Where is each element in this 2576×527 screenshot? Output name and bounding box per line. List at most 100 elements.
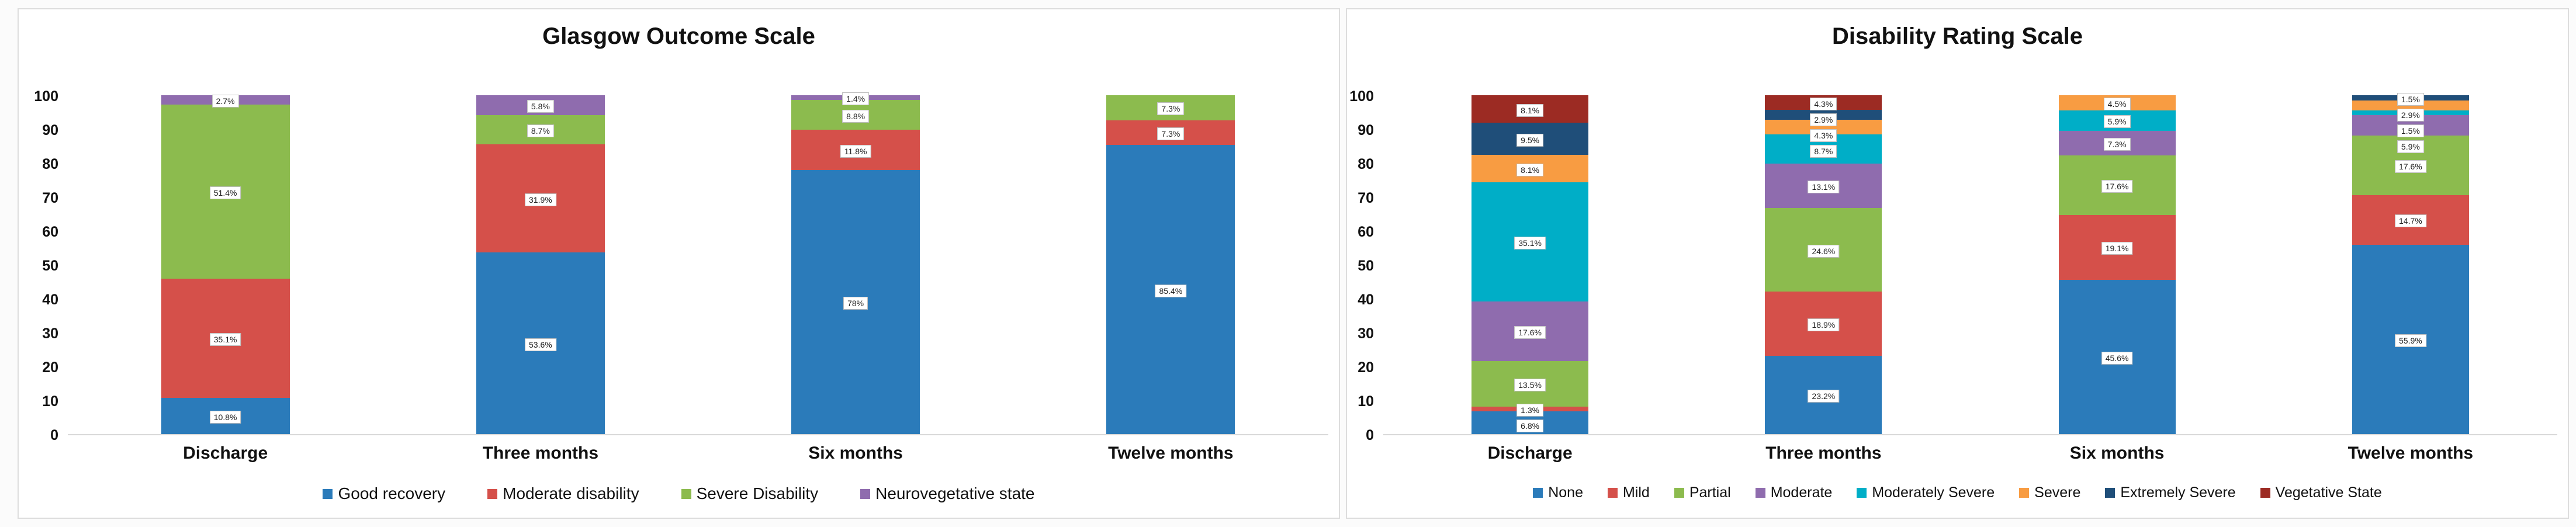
value-label: 35.1% <box>209 332 241 346</box>
value-label: 8.1% <box>1516 103 1544 117</box>
y-tick-label: 90 <box>1358 122 1374 139</box>
value-label: 7.3% <box>1157 127 1185 140</box>
chart-title: Disability Rating Scale <box>1831 23 2083 49</box>
value-label: 1.5% <box>2397 124 2424 137</box>
y-tick-label: 100 <box>1349 88 1374 105</box>
value-label: 53.6% <box>525 338 556 351</box>
y-tick-label: 20 <box>42 359 58 376</box>
legend-swatch <box>1533 488 1543 498</box>
y-tick-label: 70 <box>42 190 58 207</box>
value-label: 8.7% <box>527 124 554 138</box>
plot-area: 2.7% 51.4% 35.1% 10.8% 5.8% 8.7% 31.9% 53.6% 1.4… <box>68 92 1328 436</box>
bar-six-months: 4.5% 5.9% 7.3% 17.6% 19.1% 45.6% <box>2058 95 2176 435</box>
legend-item-severe: Severe <box>2019 484 2080 501</box>
y-tick-label: 40 <box>1358 292 1374 308</box>
value-label: 13.1% <box>1808 181 1840 194</box>
value-label: 18.9% <box>1808 318 1840 331</box>
value-label: 6.8% <box>1516 419 1544 432</box>
legend-swatch <box>323 488 333 499</box>
y-axis: 0 10 20 30 40 50 60 70 80 90 100 <box>1347 88 1383 443</box>
category-label-twelve-months: Twelve months <box>1108 443 1234 463</box>
legend-label: Severe Disability <box>696 484 819 503</box>
category-label-discharge: Discharge <box>183 443 268 463</box>
legend: Good recovery Moderate disability Severe D… <box>19 484 1339 503</box>
bar-discharge: 2.7% 51.4% 35.1% 10.8% <box>161 95 290 435</box>
value-label: 13.5% <box>1514 379 1546 392</box>
value-label: 8.7% <box>1810 144 1837 158</box>
legend-label: Moderate disability <box>503 484 639 503</box>
legend-swatch <box>2260 488 2270 498</box>
y-tick-label: 30 <box>1358 325 1374 342</box>
legend-label: Moderate <box>1770 484 1833 501</box>
y-tick-label: 10 <box>1358 393 1374 410</box>
y-tick-label: 50 <box>1358 258 1374 275</box>
value-label: 24.6% <box>1808 244 1840 258</box>
legend-swatch <box>1674 488 1684 498</box>
value-label: 8.8% <box>842 109 870 123</box>
bar-three-months: 4.3% 2.9% 4.3% 8.7% 13.1% 24.6% 18.9% 23.2% <box>1765 95 1882 435</box>
plot-area: 8.1% 9.5% 8.1% 35.1% 17.6% 13.5% 1.3% 6.8% 4.3% 2… <box>1383 92 2557 436</box>
y-tick-label: 0 <box>50 427 58 444</box>
legend-item-good-recovery: Good recovery <box>323 484 445 503</box>
y-tick-label: 70 <box>1358 190 1374 207</box>
value-label: 1.3% <box>1516 403 1544 417</box>
legend-label: None <box>1548 484 1583 501</box>
value-label: 7.3% <box>1157 102 1185 116</box>
value-label: 45.6% <box>2101 351 2133 365</box>
y-tick-label: 40 <box>42 292 58 308</box>
plot-row: 0 10 20 30 40 50 60 70 80 90 100 2.7% 51.4% 35.1% 10.… <box>19 88 1339 443</box>
plot-row: 0 10 20 30 40 50 60 70 80 90 100 8.1% 9.5% 8.1% 35.1%… <box>1347 88 2568 443</box>
value-label: 78% <box>843 296 868 310</box>
chart-panel-disability-rating-scale: Disability Rating Scale 0 10 20 30 40 50 60 70 8… <box>1346 8 2569 519</box>
y-tick-label: 80 <box>1358 156 1374 173</box>
value-label: 4.3% <box>1810 97 1837 110</box>
legend-item-none: None <box>1533 484 1583 501</box>
value-label: 8.1% <box>1516 163 1544 176</box>
bar-twelve-months: 7.3% 7.3% 85.4% <box>1106 95 1235 435</box>
chart-panel-glasgow-outcome-scale: Glasgow Outcome Scale 0 10 20 30 40 50 60 70 80 9… <box>18 8 1340 519</box>
category-label-three-months: Three months <box>482 443 599 463</box>
y-tick-label: 20 <box>1358 359 1374 376</box>
value-label: 2.9% <box>2397 108 2424 122</box>
category-label-six-months: Six months <box>2069 443 2165 463</box>
y-tick-label: 50 <box>42 258 58 275</box>
legend-label: Neurovegetative state <box>875 484 1035 503</box>
legend-swatch <box>1857 488 1867 498</box>
legend-item-extremely-severe: Extremely Severe <box>2105 484 2236 501</box>
legend-swatch <box>487 488 498 499</box>
value-label: 85.4% <box>1155 284 1187 297</box>
value-label: 10.8% <box>209 410 241 424</box>
y-axis: 0 10 20 30 40 50 60 70 80 90 100 <box>19 88 68 443</box>
bar-twelve-months: 1.5% 2.9% 1.5% 5.9% 17.6% 14.7% 55.9% <box>2352 92 2469 435</box>
legend-label: Extremely Severe <box>2120 484 2236 501</box>
bar-six-months: 1.4% 8.8% 11.8% 78% <box>791 92 920 435</box>
legend-swatch <box>2105 488 2115 498</box>
legend-item-severe-disability: Severe Disability <box>681 484 819 503</box>
legend-label: Severe <box>2034 484 2081 501</box>
legend-label: Partial <box>1689 484 1731 501</box>
legend-swatch <box>1607 488 1618 498</box>
x-axis-labels: Discharge Three months Six months Twelve mo… <box>1383 443 2557 463</box>
legend-item-mild: Mild <box>1607 484 1650 501</box>
legend-label: Mild <box>1622 484 1650 501</box>
value-label: 35.1% <box>1514 237 1546 250</box>
value-label: 11.8% <box>840 144 871 158</box>
category-label-twelve-months: Twelve months <box>2348 443 2474 463</box>
value-label: 1.5% <box>2397 92 2424 106</box>
legend-item-partial: Partial <box>1674 484 1731 501</box>
y-tick-label: 80 <box>42 156 58 173</box>
bar-three-months: 5.8% 8.7% 31.9% 53.6% <box>476 95 605 435</box>
value-label: 1.4% <box>842 92 870 106</box>
value-label: 4.5% <box>2103 98 2131 111</box>
value-label: 17.6% <box>2101 179 2133 193</box>
value-label: 9.5% <box>1516 133 1544 147</box>
chart-title: Glasgow Outcome Scale <box>542 23 815 49</box>
value-label: 5.9% <box>2103 115 2131 129</box>
y-tick-label: 10 <box>42 393 58 410</box>
value-label: 17.6% <box>2395 160 2426 173</box>
value-label: 31.9% <box>525 193 556 206</box>
value-label: 51.4% <box>209 186 241 199</box>
y-tick-label: 100 <box>34 88 58 105</box>
legend-item-neurovegetative-state: Neurovegetative state <box>860 484 1035 503</box>
